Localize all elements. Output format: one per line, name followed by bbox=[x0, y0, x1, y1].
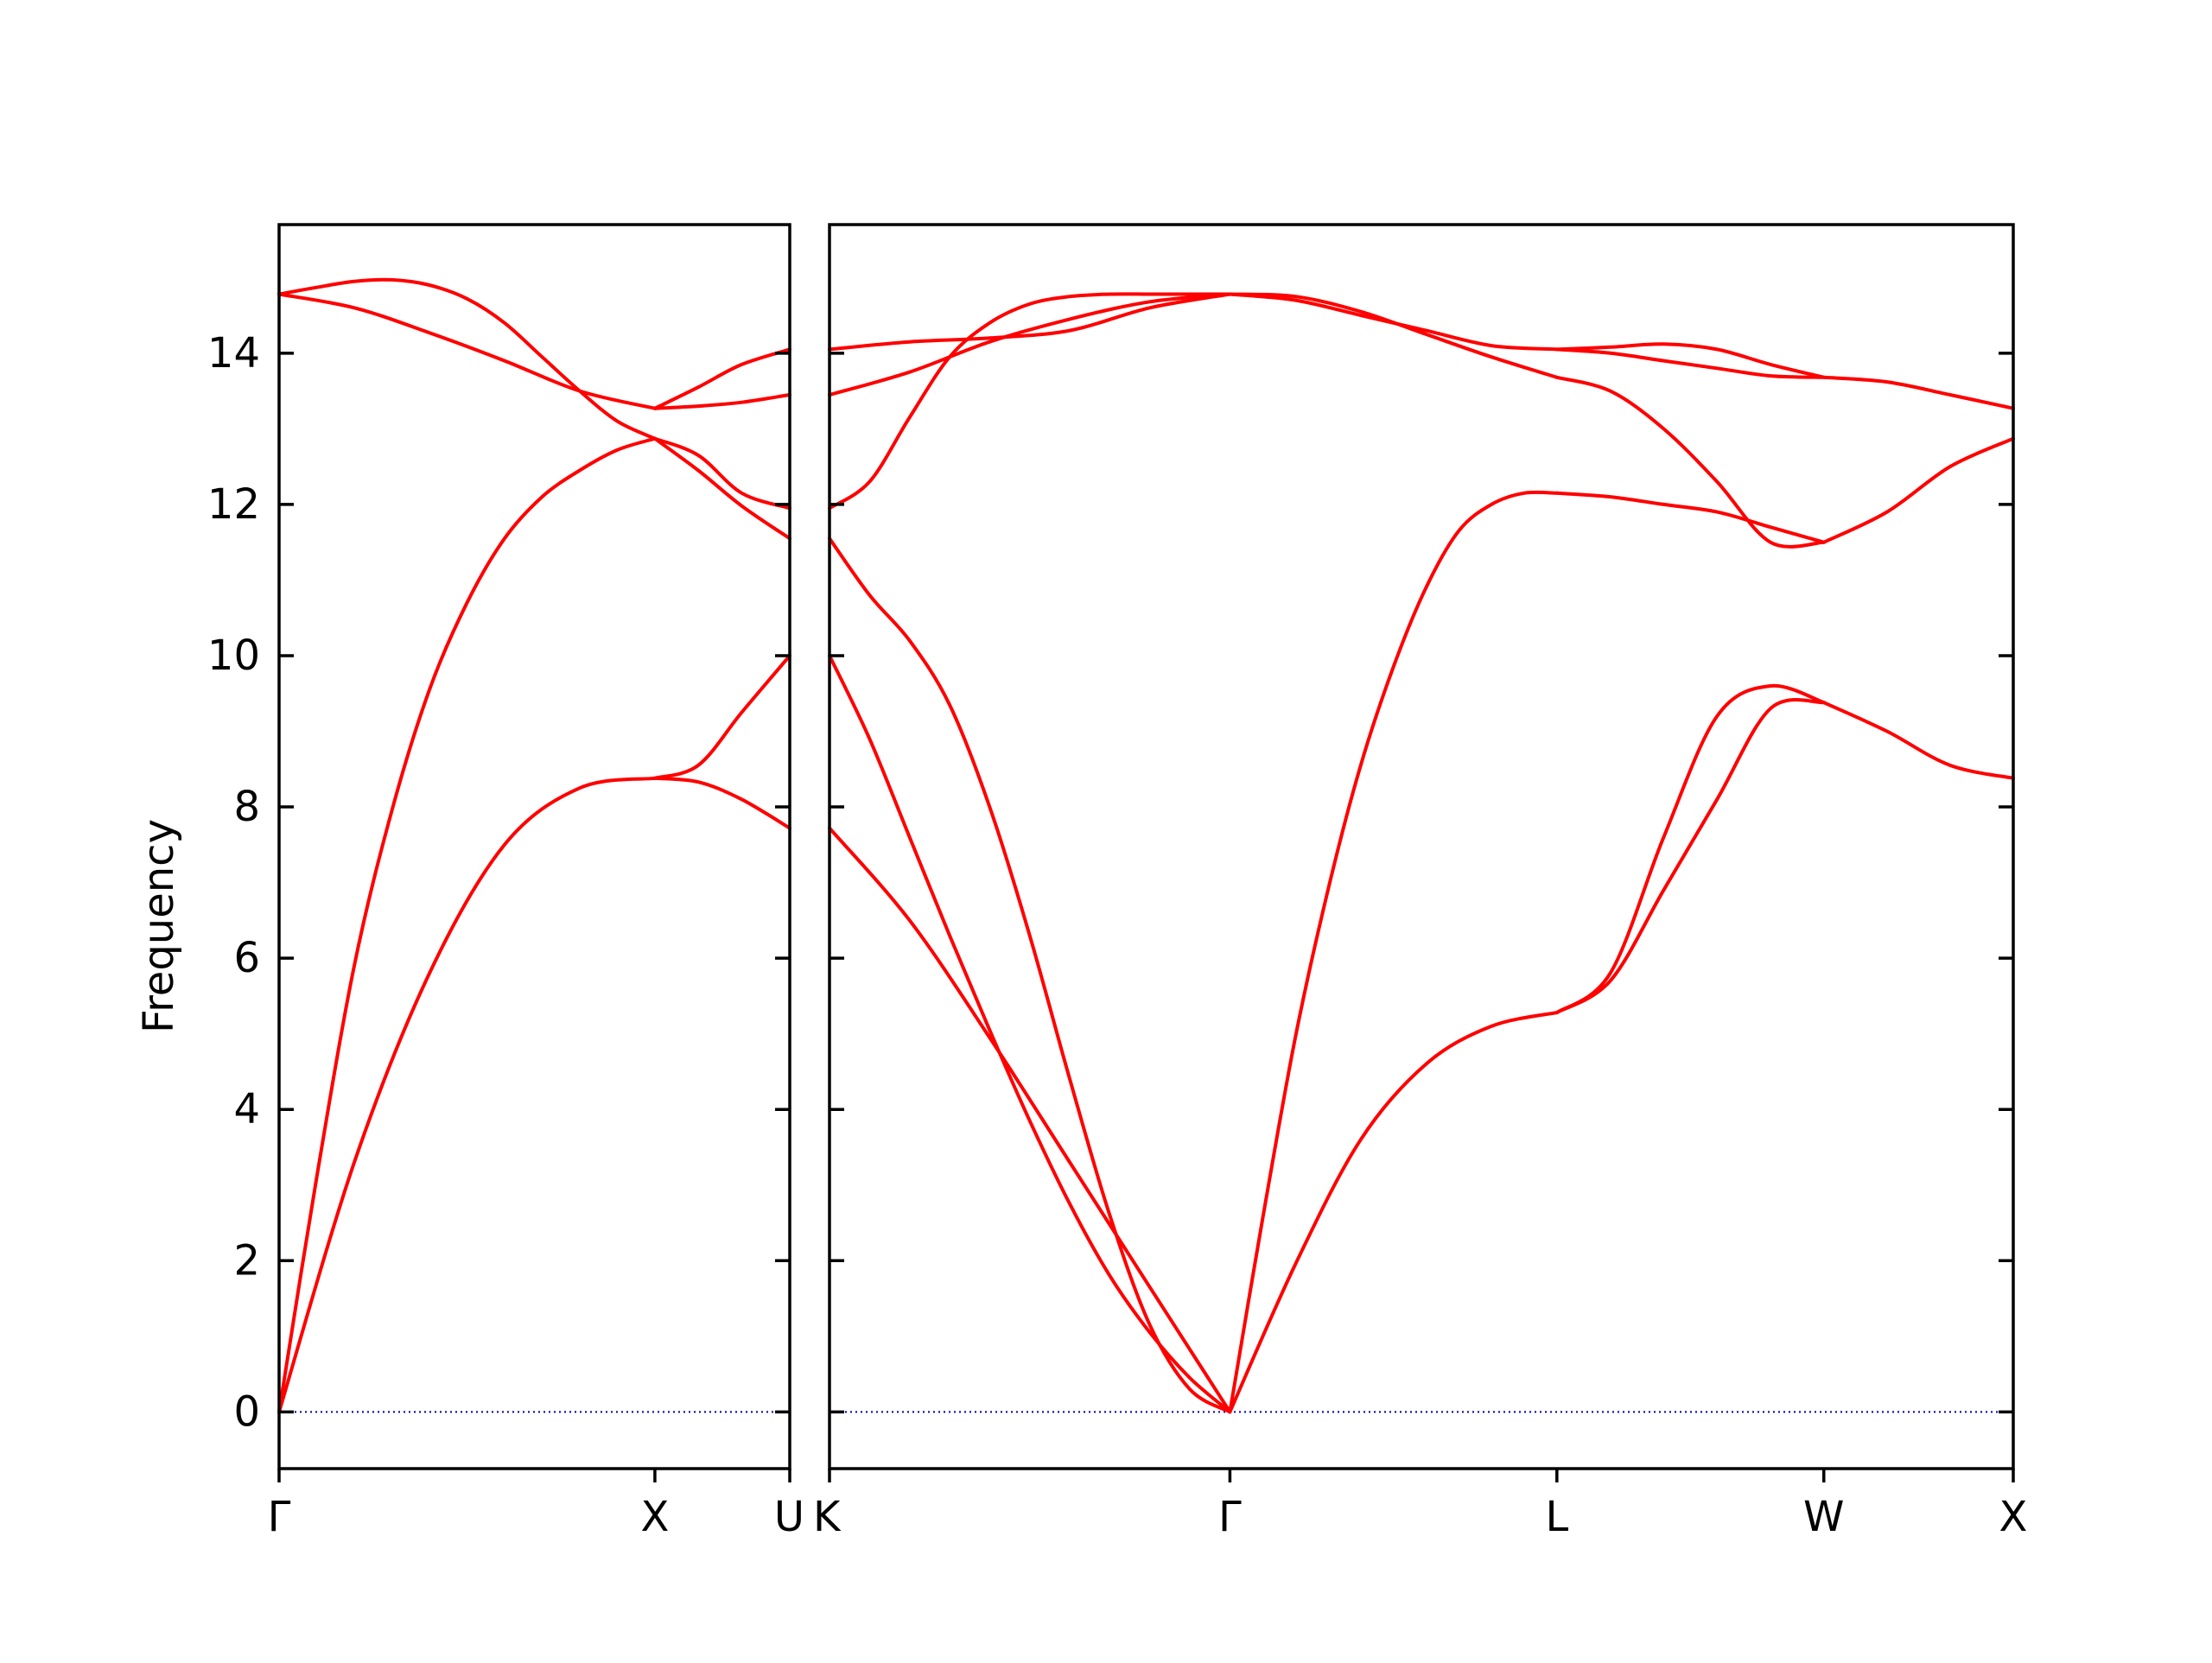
x-tick-label: Γ bbox=[1218, 1493, 1242, 1541]
y-tick-label: 0 bbox=[233, 1387, 260, 1436]
band-line bbox=[277, 776, 657, 1414]
band-line bbox=[1821, 436, 2015, 544]
band-line bbox=[652, 436, 791, 511]
band-line bbox=[1554, 347, 1826, 379]
band-line bbox=[828, 654, 1232, 1414]
x-tick-label: U bbox=[774, 1493, 804, 1541]
band-line bbox=[1821, 375, 2015, 410]
band-line bbox=[277, 436, 657, 1414]
band-line bbox=[828, 536, 1232, 1414]
band-line bbox=[1554, 698, 1826, 1015]
band-line bbox=[277, 277, 657, 441]
band-line bbox=[652, 776, 791, 830]
y-tick-label: 6 bbox=[233, 934, 260, 982]
band-line bbox=[277, 292, 657, 410]
band-line bbox=[652, 347, 791, 410]
y-tick-label: 14 bbox=[207, 329, 260, 378]
band-line bbox=[1554, 491, 1826, 544]
left-panel: 0 2 4 6 8 10 12 14 Γ X U bbox=[207, 223, 804, 1541]
y-axis-label: Frequency bbox=[135, 819, 183, 1033]
y-tick-label: 12 bbox=[207, 480, 260, 529]
x-tick-label: X bbox=[640, 1493, 669, 1541]
band-line bbox=[1228, 292, 1559, 379]
band-line bbox=[1228, 1011, 1559, 1414]
x-tick-label: L bbox=[1545, 1493, 1568, 1541]
band-line bbox=[1821, 701, 2015, 780]
x-tick-label: W bbox=[1803, 1493, 1844, 1541]
y-tick-label: 2 bbox=[233, 1236, 260, 1285]
band-line bbox=[1228, 490, 1559, 1414]
band-line bbox=[828, 826, 1232, 1414]
band-line bbox=[1554, 375, 1826, 549]
band-line bbox=[828, 292, 1232, 511]
panel-frame bbox=[277, 223, 791, 1470]
band-line bbox=[652, 393, 791, 410]
band-line bbox=[828, 292, 1232, 397]
band-line bbox=[1554, 342, 1826, 379]
y-tick-label: 4 bbox=[233, 1085, 260, 1133]
y-tick-label: 8 bbox=[233, 783, 260, 831]
x-tick-label: K bbox=[813, 1493, 842, 1541]
y-tick-label: 10 bbox=[207, 632, 260, 680]
band-line bbox=[828, 292, 1232, 352]
panel-frame bbox=[828, 223, 2015, 1470]
x-tick-label: X bbox=[1999, 1493, 2028, 1541]
band-line bbox=[652, 654, 791, 780]
band-line bbox=[652, 436, 791, 541]
band-line bbox=[1554, 683, 1826, 1015]
x-tick-label: Γ bbox=[268, 1493, 291, 1541]
band-line bbox=[1228, 292, 1559, 352]
